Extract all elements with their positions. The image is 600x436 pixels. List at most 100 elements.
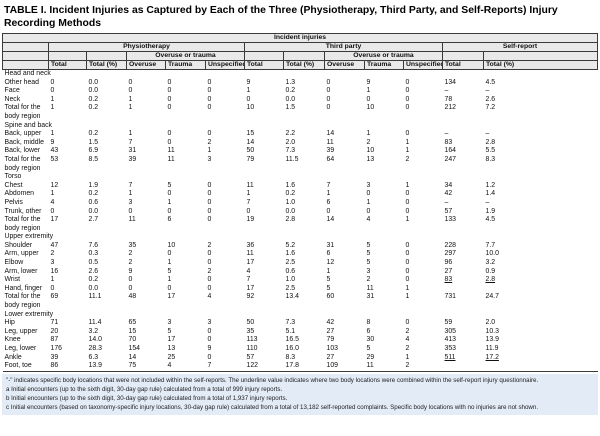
cell-value: 7 <box>326 181 331 189</box>
cell-value: 2.7 <box>88 216 99 224</box>
cell-value: 70 <box>128 336 137 344</box>
cell-value: 16.5 <box>285 336 299 344</box>
table-row: Back, middle 9 1.5 7 0 2 14 2.0 11 2 1 83 2.8 <box>3 139 598 148</box>
cell-value: 0 <box>405 190 410 198</box>
table-row: Neck 1 0.2 1 0 0 0 0.0 0 0 0 78 2.6 <box>3 96 598 105</box>
cell-value: 60 <box>326 293 335 301</box>
cell-value: 79 <box>326 336 335 344</box>
cell-value: – <box>485 130 490 138</box>
cell-value: 3.2 <box>485 259 496 267</box>
cell-value: 0 <box>167 95 172 103</box>
cell-value: 1 <box>405 216 410 224</box>
cell-value: 78 <box>444 95 453 103</box>
cell-value: 2 <box>207 267 212 275</box>
cell-value: 1.6 <box>285 181 296 189</box>
cell-value: 0 <box>405 241 410 249</box>
cell-value: 0 <box>207 276 212 284</box>
cell-value: 75 <box>128 362 137 370</box>
cell-value: 57 <box>246 353 255 361</box>
cell-value: 2 <box>405 345 410 352</box>
cell-value: 511 <box>444 353 456 361</box>
cell-value: 5 <box>167 181 172 189</box>
group-header-third-party: Third party <box>244 42 443 52</box>
cell-value: 0.0 <box>88 207 99 215</box>
cell-value: 1 <box>50 276 55 284</box>
cell-value: 34 <box>444 181 453 189</box>
cell-value: 13 <box>366 155 375 163</box>
table-row: Leg, upper 20 3.2 15 5 0 35 5.1 27 6 2 305 10.3 <box>3 328 598 337</box>
cell-value: 1 <box>326 190 331 198</box>
column-header-total-pct: Total (%) <box>86 60 127 70</box>
cell-value: 0 <box>405 198 410 206</box>
column-header-unspecified: Unspecified <box>403 60 443 70</box>
cell-value: 0 <box>326 104 331 112</box>
subgroup-header-row: Overuse or trauma Overuse or trauma <box>2 51 598 61</box>
cell-value: 134 <box>444 78 457 86</box>
cell-value: 0.5 <box>88 259 99 267</box>
cell-value: 11 <box>246 181 254 189</box>
section-header-row: Spine and back <box>3 122 598 131</box>
table-row: Ankle 39 6.3 14 25 0 57 8.3 27 29 1 511 17.2 <box>3 354 598 363</box>
row-label: Other head <box>4 78 39 86</box>
cell-value: 0.0 <box>88 284 99 292</box>
cell-value: 17 <box>50 216 59 224</box>
cell-value: 11 <box>246 250 254 258</box>
group-header-self-report: Self-report <box>442 42 598 52</box>
section-header-row: Lower extremity <box>3 311 598 320</box>
cell-value: 7.7 <box>485 241 496 249</box>
cell-value: 9 <box>246 78 251 86</box>
cell-value: 0 <box>128 276 133 284</box>
cell-value: 0 <box>405 95 410 103</box>
cell-value: 1 <box>167 259 172 267</box>
cell-value: 11 <box>167 147 175 155</box>
cell-value: 7 <box>128 181 133 189</box>
cell-value: 1.9 <box>88 181 99 189</box>
cell-value: 7.2 <box>485 104 496 112</box>
footnote-b: b Initial encounters (up to the sixth di… <box>6 394 288 402</box>
blank-cell <box>86 51 127 61</box>
cell-value: 4 <box>50 198 55 206</box>
cell-value: – <box>485 87 490 95</box>
table-row: Elbow 3 0.5 2 1 0 17 2.5 12 5 0 96 3.2 <box>3 259 598 268</box>
cell-value: 87 <box>50 336 59 344</box>
cell-value: 96 <box>444 259 453 267</box>
row-label: Foot, toe <box>4 362 32 370</box>
section-header: Torso <box>4 173 22 181</box>
cell-value: 1 <box>246 190 251 198</box>
cell-value: 2.8 <box>485 276 496 284</box>
cell-value: 6 <box>366 327 371 335</box>
cell-value: 1.6 <box>285 250 296 258</box>
table-row: Hip 71 11.4 65 3 3 50 7.3 42 8 0 59 2.0 <box>3 319 598 328</box>
cell-value: 5 <box>326 284 331 292</box>
cell-value: 7 <box>207 362 212 370</box>
row-label: Back, middle <box>4 138 44 146</box>
blank-cell <box>2 60 49 70</box>
table-row: Back, lower 43 6.9 31 11 1 50 7.3 39 10 1 164 5.5 <box>3 147 598 156</box>
cell-value: 14 <box>128 353 137 361</box>
cell-value: 13 <box>167 345 176 352</box>
cell-value: 0 <box>207 181 212 189</box>
cell-value: 0.0 <box>88 87 99 95</box>
cell-value: 0 <box>366 207 371 215</box>
footnotes: "-" indicates specific body locations th… <box>2 373 598 416</box>
cell-value: 0.2 <box>285 190 296 198</box>
cell-value <box>443 362 484 371</box>
cell-value: 31 <box>366 293 375 301</box>
cell-value: 50 <box>246 319 255 327</box>
cell-value: 10 <box>246 104 255 112</box>
cell-value: 1.3 <box>285 78 296 86</box>
cell-value: 47 <box>50 241 59 249</box>
table-row: Total for the body region 69 11.1 48 17 4 92 13… <box>3 293 598 310</box>
table-row: Knee 87 14.0 70 17 0 113 16.5 79 30 4 413 13.9 <box>3 336 598 345</box>
cell-value: 0 <box>366 95 371 103</box>
row-label: Leg, upper <box>4 327 38 335</box>
cell-value: 2 <box>50 250 55 258</box>
cell-value: 113 <box>246 336 258 344</box>
row-label: Total for the body region <box>4 155 41 172</box>
cell-value: 11 <box>167 155 175 163</box>
cell-value: 12 <box>50 181 59 189</box>
row-label: Total for the body region <box>4 216 41 232</box>
cell-value: 1 <box>246 87 251 95</box>
section-header: Upper extremity <box>4 233 54 241</box>
cell-value: 1 <box>366 87 371 95</box>
